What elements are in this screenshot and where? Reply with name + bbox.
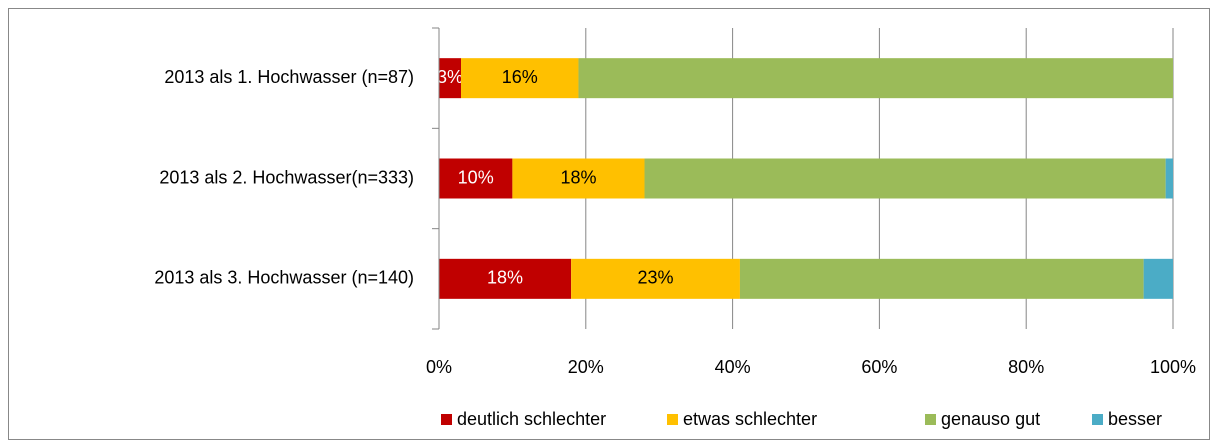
bar-segment — [439, 158, 513, 199]
bar-segment — [1165, 158, 1173, 199]
legend-label: genauso gut — [941, 409, 1040, 429]
x-tick-label: 80% — [1008, 357, 1044, 377]
x-tick-label: 20% — [568, 357, 604, 377]
data-label: 10% — [458, 167, 494, 187]
legend-label: etwas schlechter — [683, 409, 817, 429]
bar-segment — [644, 158, 1166, 199]
x-tick-label: 0% — [426, 357, 452, 377]
bar-segment — [578, 58, 1173, 99]
bar-segment — [439, 258, 572, 299]
bar-segment — [739, 258, 1144, 299]
bar-segment — [439, 58, 462, 99]
data-label: 23% — [638, 268, 674, 288]
y-tick-label: 2013 als 2. Hochwasser(n=333) — [159, 167, 414, 187]
legend-swatch — [925, 414, 936, 425]
bar-segment — [571, 258, 740, 299]
data-label: 16% — [502, 67, 538, 87]
legend-label: besser — [1108, 409, 1162, 429]
y-tick-label: 2013 als 1. Hochwasser (n=87) — [164, 67, 414, 87]
bar-segment — [1143, 258, 1173, 299]
x-tick-label: 100% — [1150, 357, 1196, 377]
legend-swatch — [1092, 414, 1103, 425]
data-label: 18% — [487, 268, 523, 288]
bar-segment — [461, 58, 579, 99]
data-label: 3% — [437, 67, 463, 87]
legend-swatch — [667, 414, 678, 425]
y-tick-label: 2013 als 3. Hochwasser (n=140) — [154, 268, 414, 288]
x-tick-label: 40% — [715, 357, 751, 377]
bar-segment — [512, 158, 645, 199]
legend-label: deutlich schlechter — [457, 409, 606, 429]
x-tick-label: 60% — [861, 357, 897, 377]
legend-swatch — [441, 414, 452, 425]
data-label: 18% — [560, 167, 596, 187]
